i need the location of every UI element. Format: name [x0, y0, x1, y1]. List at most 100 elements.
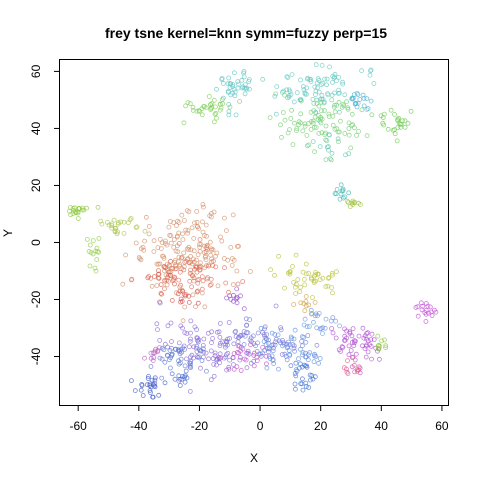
data-point — [168, 240, 174, 246]
data-point — [234, 300, 240, 306]
data-point — [258, 325, 264, 331]
data-point — [212, 111, 218, 117]
data-point — [226, 320, 232, 325]
data-point — [187, 388, 193, 394]
data-point — [194, 208, 200, 214]
data-point — [261, 339, 267, 344]
data-point — [275, 332, 281, 338]
data-point — [293, 360, 299, 366]
data-point — [162, 380, 168, 386]
data-point — [166, 357, 172, 363]
data-point — [190, 292, 196, 298]
data-point — [157, 300, 163, 306]
data-point — [206, 94, 212, 99]
data-point — [173, 266, 179, 272]
data-point — [179, 254, 185, 260]
data-point — [318, 99, 324, 105]
data-point — [347, 329, 353, 335]
data-point — [319, 63, 325, 68]
data-point — [348, 348, 354, 353]
data-point — [272, 93, 278, 99]
data-point — [334, 269, 339, 275]
data-point — [361, 96, 367, 101]
data-point — [294, 368, 300, 374]
data-point — [198, 365, 203, 371]
data-point — [357, 97, 363, 102]
data-point — [208, 102, 214, 107]
data-point — [70, 211, 76, 217]
data-point — [293, 281, 299, 287]
data-point — [159, 291, 165, 297]
data-point — [86, 248, 92, 254]
data-point — [299, 343, 305, 349]
data-point — [95, 249, 100, 255]
data-point — [151, 249, 157, 255]
data-point — [178, 296, 184, 302]
data-point — [225, 350, 231, 356]
data-point — [161, 347, 167, 353]
data-point — [323, 284, 329, 290]
data-point — [90, 251, 96, 257]
x-axis: -60 -40 -20 0 20 40 60 — [70, 405, 449, 433]
data-point — [173, 346, 179, 352]
data-point — [302, 91, 308, 97]
x-tick-label: 60 — [435, 419, 449, 433]
data-point — [299, 352, 305, 358]
data-point — [290, 263, 295, 269]
data-point — [247, 269, 253, 274]
data-point — [330, 80, 335, 85]
data-point — [289, 107, 295, 113]
data-point — [172, 281, 177, 287]
data-point — [312, 114, 318, 120]
data-point — [346, 190, 352, 196]
data-point — [231, 70, 237, 76]
data-point — [334, 186, 340, 192]
data-point — [292, 386, 298, 392]
data-point — [350, 122, 356, 127]
data-point — [306, 324, 312, 329]
data-point — [340, 81, 346, 87]
data-point — [209, 247, 214, 253]
data-point — [114, 231, 120, 237]
data-point — [208, 348, 214, 354]
data-point — [166, 224, 172, 230]
data-point — [316, 360, 322, 366]
data-point — [197, 237, 203, 242]
data-point — [307, 377, 313, 383]
data-point — [120, 281, 126, 287]
data-point — [260, 76, 266, 82]
data-point — [287, 342, 293, 347]
data-point — [154, 283, 160, 289]
data-point — [288, 116, 294, 121]
data-point — [344, 99, 350, 105]
data-point — [326, 132, 332, 138]
data-point — [304, 85, 310, 91]
data-point — [213, 110, 219, 116]
data-point — [306, 270, 312, 276]
data-point — [230, 82, 236, 88]
data-point — [151, 355, 157, 360]
data-point — [177, 288, 183, 294]
data-point — [241, 341, 247, 347]
data-point — [342, 194, 348, 200]
data-point — [301, 276, 307, 282]
data-point — [150, 394, 156, 400]
data-point — [351, 338, 357, 344]
data-point — [162, 341, 168, 347]
data-point — [369, 356, 374, 362]
data-points — [67, 62, 439, 400]
data-point — [291, 302, 297, 307]
data-point — [398, 122, 404, 127]
data-point — [380, 115, 386, 120]
data-point — [250, 333, 256, 339]
data-point — [208, 282, 214, 287]
data-point — [346, 151, 352, 157]
data-point — [364, 133, 370, 139]
data-point — [368, 67, 374, 73]
data-point — [174, 223, 179, 228]
data-point — [98, 218, 104, 224]
data-point — [392, 112, 397, 117]
data-point — [310, 97, 316, 102]
data-point — [338, 182, 344, 188]
